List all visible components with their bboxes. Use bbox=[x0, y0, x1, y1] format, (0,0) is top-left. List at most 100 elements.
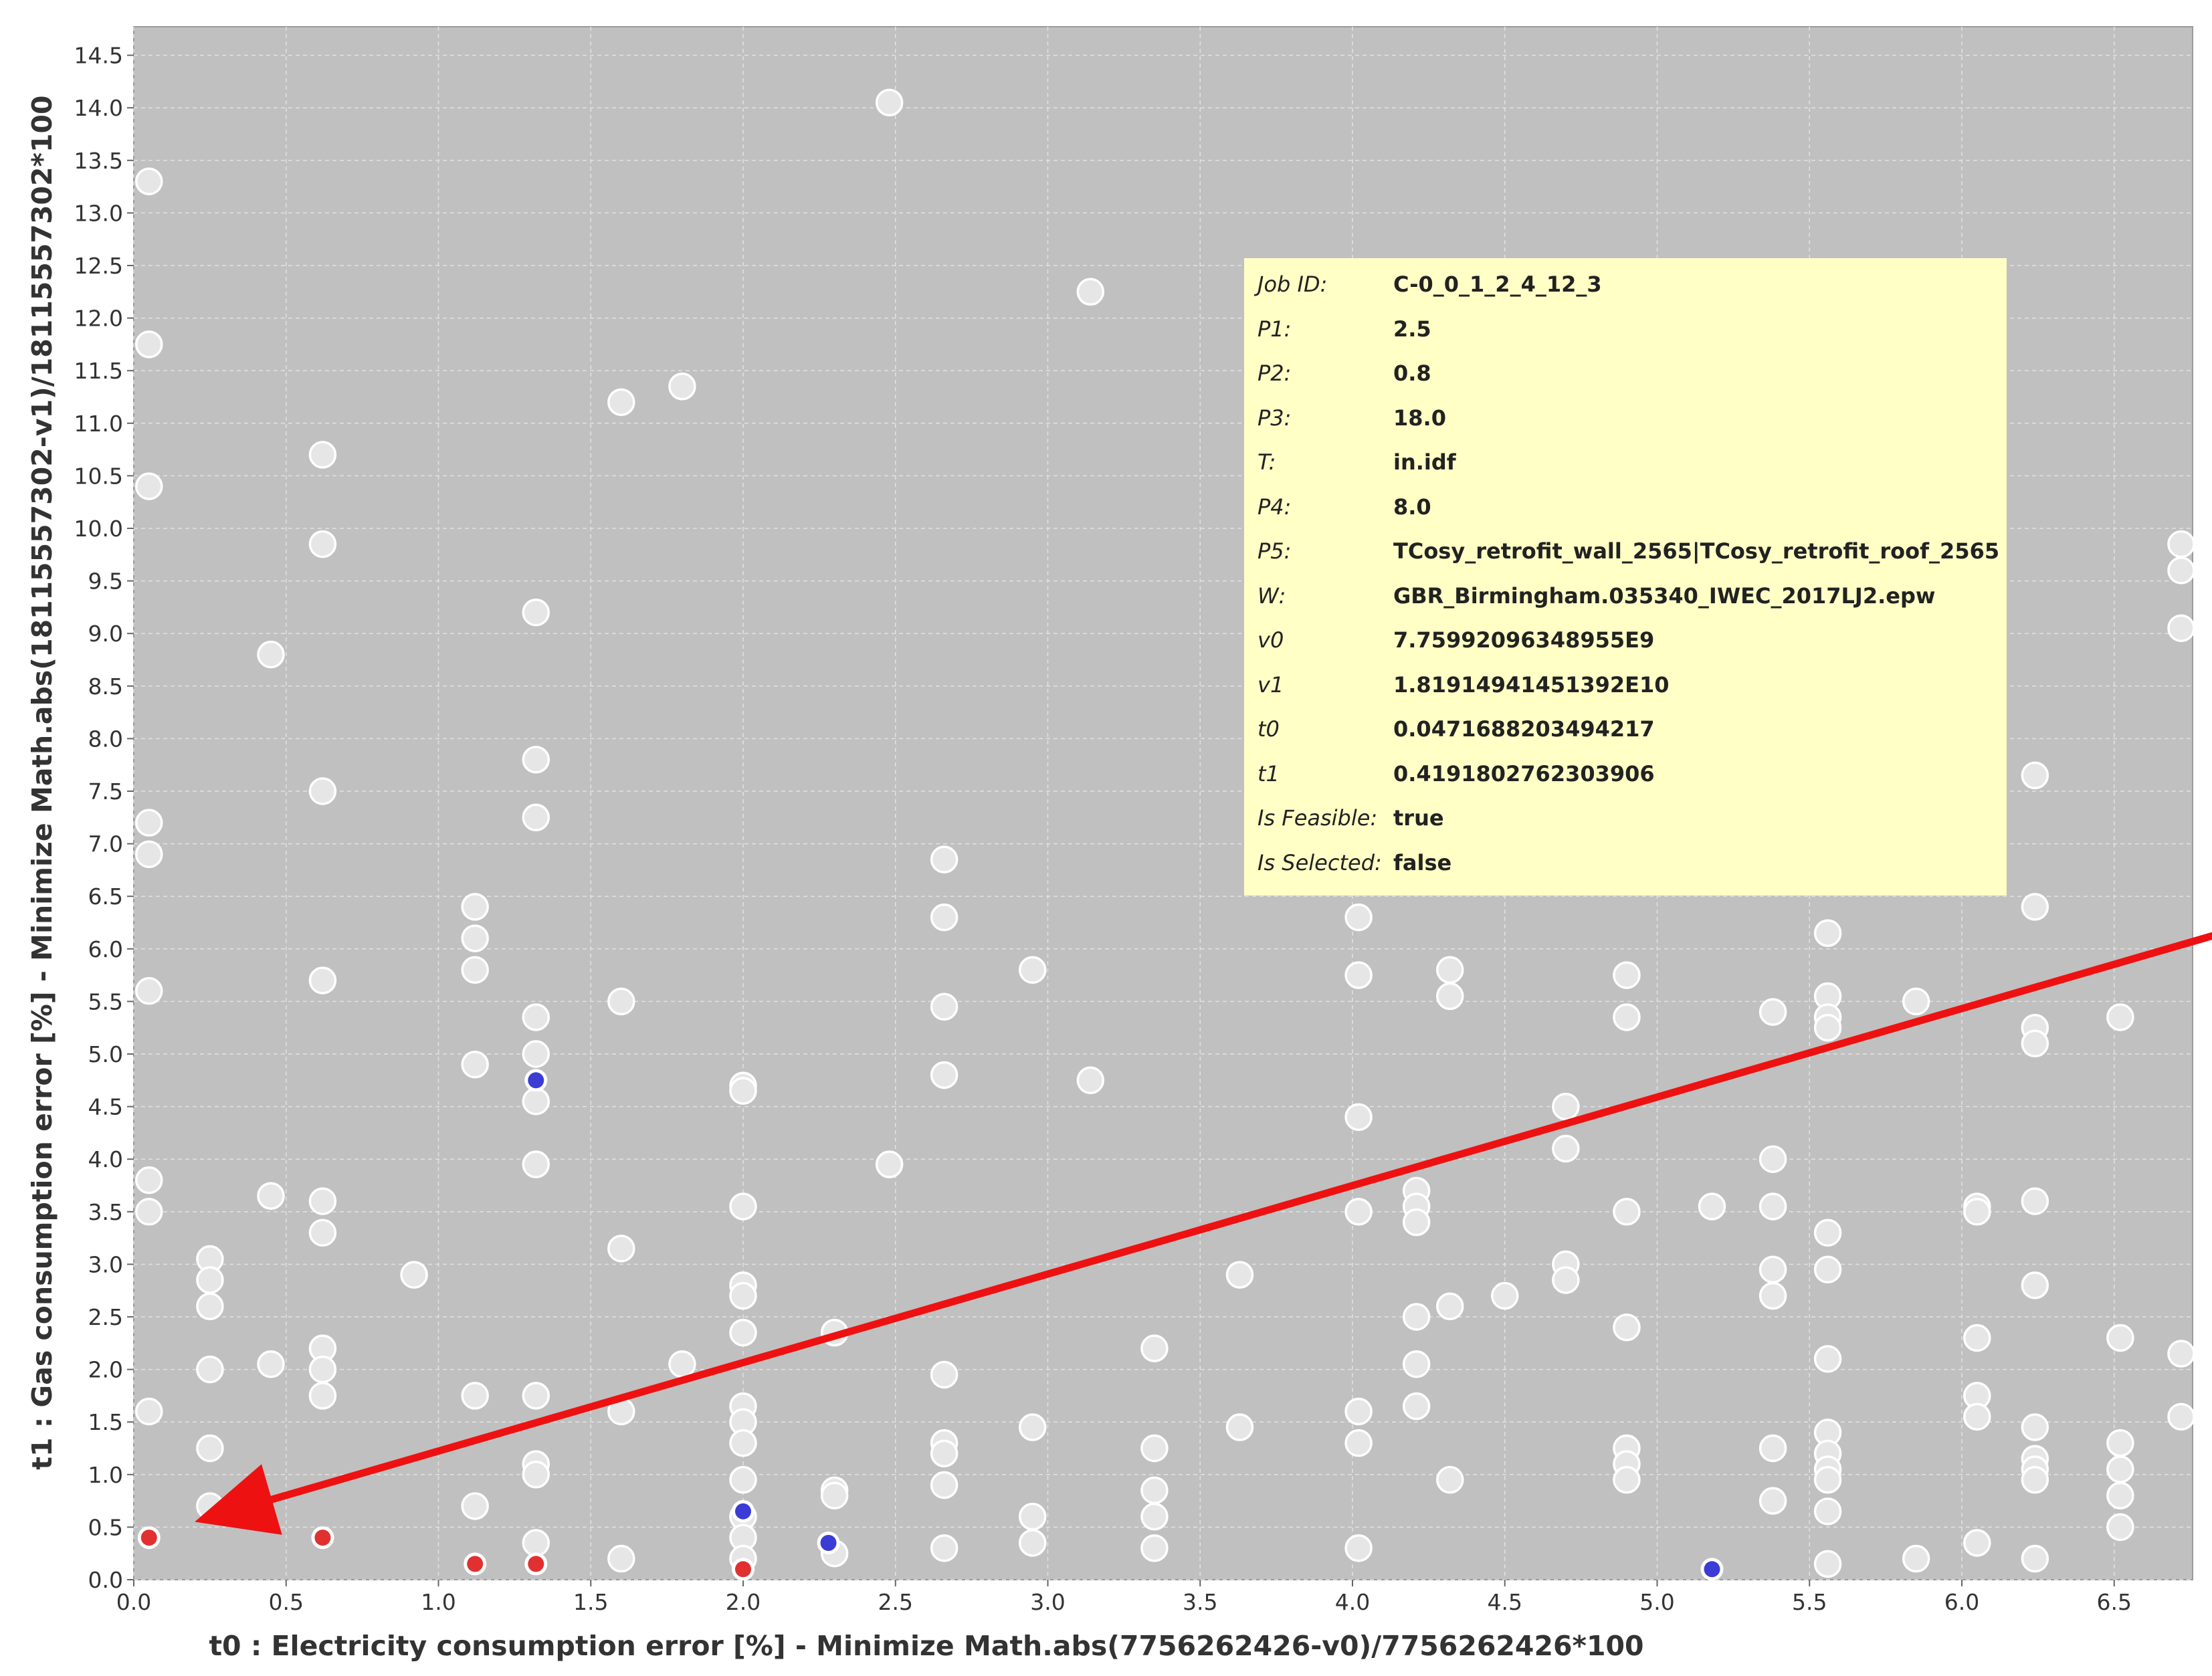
point-normal[interactable] bbox=[930, 1439, 959, 1468]
point-normal[interactable] bbox=[1076, 278, 1105, 306]
point-normal[interactable] bbox=[1436, 956, 1464, 984]
point-normal[interactable] bbox=[1902, 1544, 1930, 1573]
point-normal[interactable] bbox=[1552, 1266, 1580, 1294]
point-normal[interactable] bbox=[1344, 1429, 1373, 1457]
point-normal[interactable] bbox=[2021, 1544, 2049, 1573]
point-normal[interactable] bbox=[1225, 1261, 1254, 1289]
point-normal[interactable] bbox=[196, 1434, 224, 1463]
point-selected[interactable] bbox=[528, 1072, 544, 1089]
point-normal[interactable] bbox=[1758, 1145, 1787, 1173]
point-normal[interactable] bbox=[196, 1266, 224, 1294]
point-normal[interactable] bbox=[820, 1481, 849, 1509]
point-normal[interactable] bbox=[930, 992, 959, 1021]
point-normal[interactable] bbox=[461, 893, 489, 921]
point-normal[interactable] bbox=[729, 1429, 757, 1457]
point-normal[interactable] bbox=[930, 1360, 959, 1389]
point-best[interactable] bbox=[467, 1556, 484, 1572]
point-normal[interactable] bbox=[1436, 1292, 1464, 1321]
point-normal[interactable] bbox=[729, 1318, 757, 1347]
point-normal[interactable] bbox=[1613, 1313, 1641, 1342]
point-best[interactable] bbox=[314, 1530, 331, 1546]
point-normal[interactable] bbox=[257, 1350, 285, 1378]
point-normal[interactable] bbox=[930, 1534, 959, 1562]
point-normal[interactable] bbox=[1813, 1497, 1842, 1526]
point-normal[interactable] bbox=[2021, 1029, 2049, 1058]
point-normal[interactable] bbox=[607, 987, 635, 1016]
point-normal[interactable] bbox=[1344, 903, 1373, 932]
point-normal[interactable] bbox=[1402, 1208, 1431, 1237]
point-normal[interactable] bbox=[1902, 987, 1930, 1016]
point-normal[interactable] bbox=[1018, 1529, 1047, 1557]
point-normal[interactable] bbox=[1076, 1066, 1105, 1095]
point-normal[interactable] bbox=[1344, 1103, 1373, 1132]
point-normal[interactable] bbox=[2021, 1271, 2049, 1299]
point-normal[interactable] bbox=[2167, 1340, 2195, 1368]
point-normal[interactable] bbox=[930, 903, 959, 932]
point-normal[interactable] bbox=[1698, 1192, 1726, 1221]
point-normal[interactable] bbox=[2167, 614, 2195, 643]
point-normal[interactable] bbox=[308, 1355, 337, 1384]
point-normal[interactable] bbox=[522, 803, 550, 832]
point-normal[interactable] bbox=[1963, 1198, 1991, 1226]
point-normal[interactable] bbox=[1491, 1281, 1519, 1310]
point-normal[interactable] bbox=[607, 388, 635, 417]
point-normal[interactable] bbox=[257, 640, 285, 669]
point-normal[interactable] bbox=[135, 1397, 163, 1426]
point-normal[interactable] bbox=[461, 1492, 489, 1520]
point-normal[interactable] bbox=[1344, 1534, 1373, 1562]
point-normal[interactable] bbox=[2021, 1187, 2049, 1215]
point-normal[interactable] bbox=[607, 1544, 635, 1573]
point-normal[interactable] bbox=[1552, 1134, 1580, 1163]
point-normal[interactable] bbox=[1613, 1198, 1641, 1226]
point-normal[interactable] bbox=[2106, 1513, 2134, 1542]
point-normal[interactable] bbox=[930, 845, 959, 873]
point-normal[interactable] bbox=[1813, 919, 1842, 947]
point-normal[interactable] bbox=[522, 1150, 550, 1178]
point-normal[interactable] bbox=[1225, 1413, 1254, 1441]
point-normal[interactable] bbox=[1436, 982, 1464, 1011]
point-normal[interactable] bbox=[1344, 1198, 1373, 1226]
point-normal[interactable] bbox=[308, 966, 337, 994]
point-best[interactable] bbox=[140, 1530, 157, 1546]
point-normal[interactable] bbox=[461, 956, 489, 984]
point-normal[interactable] bbox=[668, 373, 696, 401]
point-normal[interactable] bbox=[875, 1150, 904, 1178]
point-normal[interactable] bbox=[1344, 1397, 1373, 1426]
point-normal[interactable] bbox=[461, 1382, 489, 1410]
point-normal[interactable] bbox=[1813, 1550, 1842, 1578]
point-normal[interactable] bbox=[729, 1192, 757, 1221]
point-normal[interactable] bbox=[308, 1187, 337, 1215]
point-normal[interactable] bbox=[1758, 1192, 1787, 1221]
point-normal[interactable] bbox=[2021, 1413, 2049, 1441]
point-normal[interactable] bbox=[1018, 956, 1047, 984]
point-normal[interactable] bbox=[196, 1292, 224, 1321]
point-normal[interactable] bbox=[1613, 961, 1641, 989]
point-normal[interactable] bbox=[1613, 1465, 1641, 1494]
point-best[interactable] bbox=[528, 1556, 544, 1572]
point-normal[interactable] bbox=[1758, 1281, 1787, 1310]
point-normal[interactable] bbox=[1436, 1465, 1464, 1494]
point-normal[interactable] bbox=[1140, 1476, 1169, 1505]
point-normal[interactable] bbox=[1344, 961, 1373, 989]
point-normal[interactable] bbox=[1758, 1434, 1787, 1463]
point-normal[interactable] bbox=[522, 746, 550, 774]
point-normal[interactable] bbox=[135, 809, 163, 837]
point-normal[interactable] bbox=[135, 472, 163, 500]
point-normal[interactable] bbox=[522, 599, 550, 627]
point-normal[interactable] bbox=[1813, 1013, 1842, 1042]
point-normal[interactable] bbox=[257, 1182, 285, 1210]
point-normal[interactable] bbox=[135, 330, 163, 358]
point-normal[interactable] bbox=[2106, 1429, 2134, 1457]
point-normal[interactable] bbox=[2167, 556, 2195, 585]
point-normal[interactable] bbox=[1963, 1529, 1991, 1557]
point-normal[interactable] bbox=[2106, 1481, 2134, 1509]
point-normal[interactable] bbox=[1758, 1487, 1787, 1515]
point-normal[interactable] bbox=[1758, 1255, 1787, 1284]
point-normal[interactable] bbox=[1018, 1413, 1047, 1441]
point-normal[interactable] bbox=[729, 1281, 757, 1310]
point-normal[interactable] bbox=[729, 1465, 757, 1494]
point-normal[interactable] bbox=[1140, 1334, 1169, 1362]
point-normal[interactable] bbox=[1140, 1434, 1169, 1463]
point-normal[interactable] bbox=[2106, 1324, 2134, 1352]
point-normal[interactable] bbox=[308, 777, 337, 805]
